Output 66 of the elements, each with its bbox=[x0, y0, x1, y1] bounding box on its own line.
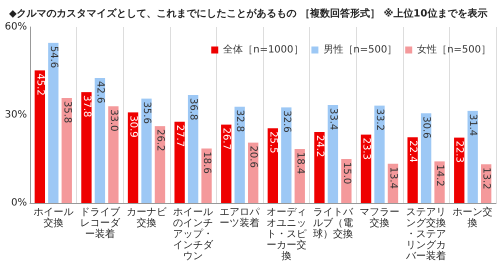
data-label: 35.8 bbox=[61, 100, 72, 124]
data-label: 24.2 bbox=[314, 135, 325, 158]
data-label: 31.4 bbox=[467, 114, 478, 136]
bar bbox=[221, 124, 232, 203]
y-tick-label: 30% bbox=[4, 110, 27, 120]
x-tick-label: ホイール交換 bbox=[33, 207, 74, 229]
bar bbox=[407, 137, 418, 203]
x-tick-label: エアロパーツ装着 bbox=[220, 207, 261, 229]
bar bbox=[454, 138, 464, 203]
data-label: 26.2 bbox=[154, 129, 166, 152]
legend-label: 男性［n=500］ bbox=[323, 44, 398, 56]
x-tick-label: ライトバルブ（電球）交換 bbox=[312, 207, 354, 240]
data-label: 32.8 bbox=[234, 110, 246, 132]
bar bbox=[174, 122, 185, 203]
data-label: 18.4 bbox=[294, 152, 306, 174]
bar bbox=[34, 70, 46, 203]
x-tick-label: ドライブレコーダー装着 bbox=[80, 206, 121, 240]
x-tick-label: ホイールのインチアップ・インチダウン bbox=[173, 207, 214, 262]
data-label: 13.4 bbox=[387, 166, 398, 189]
bar bbox=[94, 78, 106, 203]
x-tick-label: ホーン交換 bbox=[452, 206, 493, 229]
data-label: 13.2 bbox=[480, 167, 492, 190]
bar bbox=[420, 113, 432, 203]
bar bbox=[328, 105, 338, 203]
data-label: 33.4 bbox=[327, 108, 338, 130]
data-label: 22.4 bbox=[407, 140, 418, 163]
y-tick-label: 60% bbox=[4, 22, 27, 32]
data-label: 32.6 bbox=[280, 110, 292, 133]
data-label: 54.6 bbox=[48, 46, 59, 68]
data-label: 27.7 bbox=[174, 124, 186, 148]
data-label: 36.8 bbox=[188, 98, 199, 120]
data-label: 26.7 bbox=[220, 128, 232, 150]
bar bbox=[374, 106, 385, 203]
x-tick-label: ステアリング交換・ステアリングカバー装着 bbox=[405, 207, 446, 262]
data-label: 25.5 bbox=[267, 131, 278, 154]
chart-title: ◆クルマのカスタマイズとして、これまでにしたことがあるもの ［複数回答形式］ ※上位10位までを表示 bbox=[9, 8, 488, 20]
x-tick-label: マフラー交換 bbox=[360, 207, 400, 229]
data-label: 33.2 bbox=[374, 108, 385, 131]
bar bbox=[234, 106, 245, 203]
bar bbox=[268, 128, 278, 203]
bar bbox=[188, 95, 198, 203]
bar bbox=[81, 92, 92, 203]
y-tick-label: 0% bbox=[11, 198, 27, 208]
data-label: 37.8 bbox=[80, 95, 92, 118]
x-tick-label: カーナビ交換 bbox=[126, 207, 168, 229]
data-label: 30.6 bbox=[420, 116, 432, 139]
data-label: 14.2 bbox=[434, 164, 446, 187]
data-label: 33.0 bbox=[108, 109, 119, 132]
bar bbox=[48, 42, 58, 203]
bar bbox=[62, 98, 72, 203]
data-label: 22.3 bbox=[454, 140, 465, 163]
data-label: 15.0 bbox=[340, 162, 352, 184]
bar bbox=[468, 110, 478, 203]
data-label: 45.2 bbox=[34, 73, 46, 96]
x-tick-label: オーディオユニット・スピーカー交換 bbox=[266, 207, 306, 262]
legend-label: 女性［n=500］ bbox=[417, 44, 492, 56]
data-label: 23.3 bbox=[360, 138, 372, 160]
legend-label: 全体［n=1000］ bbox=[223, 44, 304, 56]
data-label: 35.6 bbox=[141, 102, 152, 124]
data-label: 20.6 bbox=[248, 146, 259, 168]
bar bbox=[281, 107, 292, 203]
bar bbox=[141, 98, 152, 203]
bar bbox=[108, 106, 119, 203]
data-label: 30.9 bbox=[128, 115, 139, 138]
data-label: 18.6 bbox=[201, 151, 212, 174]
data-label: 42.6 bbox=[94, 81, 106, 104]
